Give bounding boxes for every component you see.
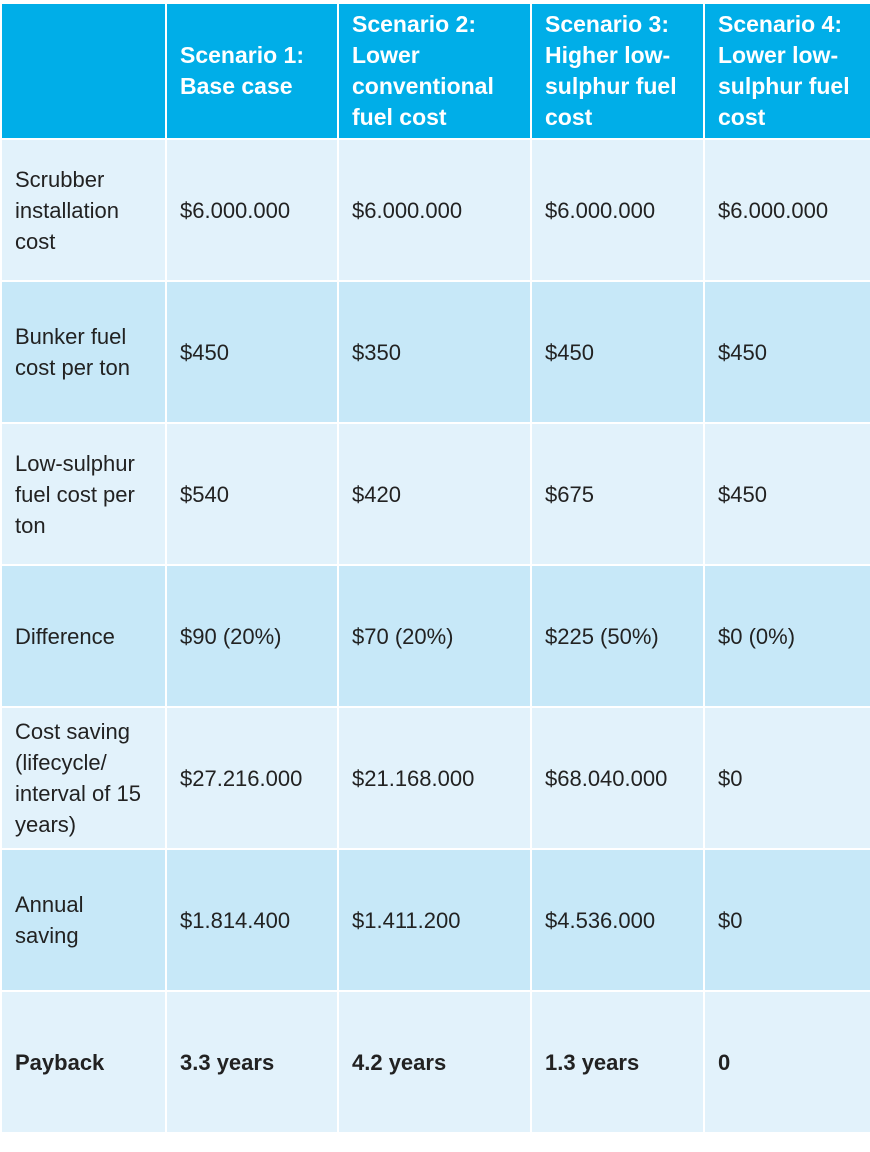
table-cell: $450 bbox=[165, 280, 339, 424]
corner-cell bbox=[0, 2, 167, 140]
table-row: Annual saving $1.814.400 $1.411.200 $4.536.… bbox=[0, 848, 870, 992]
table-cell: $6.000.000 bbox=[703, 138, 870, 282]
table-cell: $6.000.000 bbox=[165, 138, 339, 282]
column-header: Scenario 4: Lower low-sulphur fuel cost bbox=[703, 2, 870, 140]
table-row: Cost saving (lifecycle/ interval of 15 y… bbox=[0, 706, 870, 850]
row-label: Payback bbox=[0, 990, 167, 1134]
row-label: Annual saving bbox=[0, 848, 167, 992]
row-label: Difference bbox=[0, 564, 167, 708]
table-row: Payback 3.3 years 4.2 years 1.3 years 0 bbox=[0, 990, 870, 1134]
row-label: Low-sulphur fuel cost per ton bbox=[0, 422, 167, 566]
table-cell: $4.536.000 bbox=[530, 848, 705, 992]
table-cell: 4.2 years bbox=[337, 990, 532, 1134]
table-cell: $70 (20%) bbox=[337, 564, 532, 708]
table-cell: $1.814.400 bbox=[165, 848, 339, 992]
table-cell: $90 (20%) bbox=[165, 564, 339, 708]
table-row: Scrubber installation cost $6.000.000 $6.0… bbox=[0, 138, 870, 282]
table-cell: $450 bbox=[703, 422, 870, 566]
table-cell: $1.411.200 bbox=[337, 848, 532, 992]
table-cell: $0 bbox=[703, 848, 870, 992]
column-header: Scenario 3: Higher low-sulphur fuel cost bbox=[530, 2, 705, 140]
table-cell: $420 bbox=[337, 422, 532, 566]
table-cell: $450 bbox=[530, 280, 705, 424]
table-cell: $68.040.000 bbox=[530, 706, 705, 850]
table-cell: $0 (0%) bbox=[703, 564, 870, 708]
table-cell: 0 bbox=[703, 990, 870, 1134]
table-cell: 1.3 years bbox=[530, 990, 705, 1134]
table-cell: $0 bbox=[703, 706, 870, 850]
row-label: Bunker fuel cost per ton bbox=[0, 280, 167, 424]
header-row: Scenario 1: Base case Scenario 2: Lower c… bbox=[0, 2, 870, 140]
table-row: Difference $90 (20%) $70 (20%) $225 (50%) $0… bbox=[0, 564, 870, 708]
table-cell: $6.000.000 bbox=[530, 138, 705, 282]
table-cell: 3.3 years bbox=[165, 990, 339, 1134]
column-header: Scenario 2: Lower conventional fuel cost bbox=[337, 2, 532, 140]
table-cell: $6.000.000 bbox=[337, 138, 532, 282]
column-header: Scenario 1: Base case bbox=[165, 2, 339, 140]
row-label: Cost saving (lifecycle/ interval of 15 y… bbox=[0, 706, 167, 850]
table-cell: $675 bbox=[530, 422, 705, 566]
table-cell: $225 (50%) bbox=[530, 564, 705, 708]
table-body: Scrubber installation cost $6.000.000 $6.0… bbox=[0, 138, 870, 1134]
table-row: Bunker fuel cost per ton $450 $350 $450 $450 bbox=[0, 280, 870, 424]
row-label: Scrubber installation cost bbox=[0, 138, 167, 282]
table-cell: $540 bbox=[165, 422, 339, 566]
table-cell: $450 bbox=[703, 280, 870, 424]
table-cell: $21.168.000 bbox=[337, 706, 532, 850]
table-cell: $27.216.000 bbox=[165, 706, 339, 850]
table-cell: $350 bbox=[337, 280, 532, 424]
table-row: Low-sulphur fuel cost per ton $540 $420 $67… bbox=[0, 422, 870, 566]
